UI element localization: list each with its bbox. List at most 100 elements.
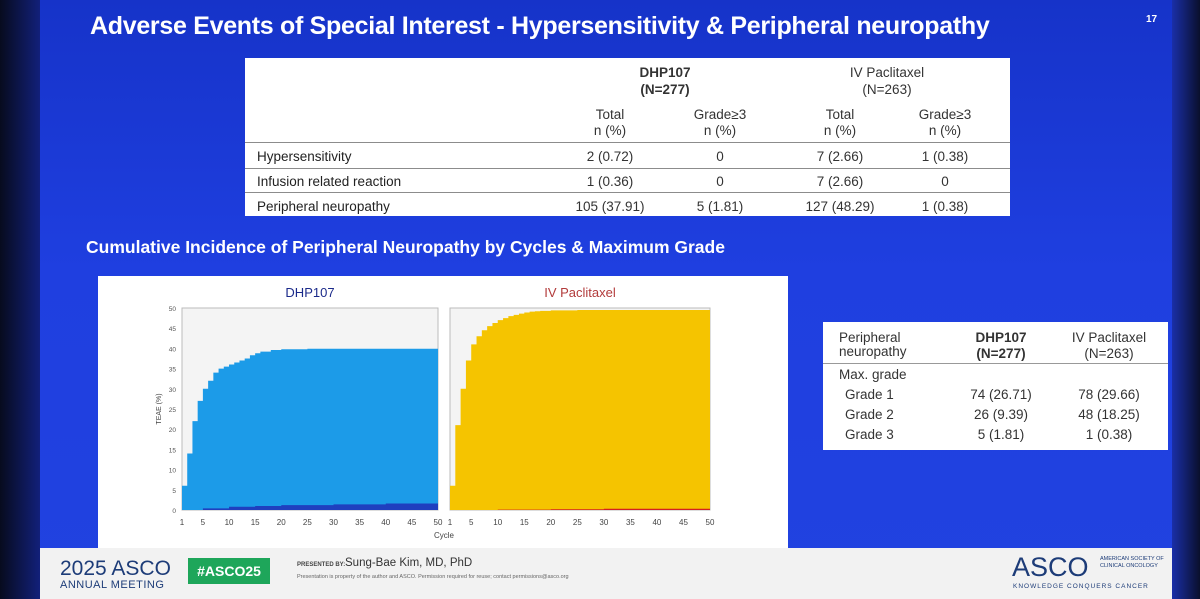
y-tick-label: 30: [169, 387, 177, 394]
x-tick-label: 15: [251, 518, 260, 527]
table-cell: 0: [716, 174, 724, 189]
series-area-grade3: [450, 508, 710, 510]
pn-header-iv-paclitaxel: IV Paclitaxel: [1071, 330, 1147, 345]
col-unit-iv-grade3: n (%): [928, 123, 962, 138]
x-tick-label: 1: [448, 518, 453, 527]
table-cell: 105 (37.91): [575, 199, 645, 214]
pn-header-dhp107-n: (N=277): [976, 346, 1026, 361]
col-header-dhp-grade3: Grade≥3: [693, 107, 747, 122]
row-label-hypersensitivity: Hypersensitivity: [257, 149, 352, 164]
table-cell: 5 (1.81): [696, 199, 744, 214]
table-cell: 26 (9.39): [973, 407, 1029, 422]
table-divider: [245, 192, 1010, 193]
adverse-events-table: DHP107 (N=277) IV Paclitaxel (N=263) Tot…: [245, 58, 1010, 216]
y-tick-label: 45: [169, 326, 177, 333]
pn-section-label: Max. grade: [839, 367, 907, 382]
x-tick-label: 40: [381, 518, 390, 527]
x-tick-label: 1: [180, 518, 185, 527]
row-label-peripheral-neuropathy: Peripheral neuropathy: [257, 199, 390, 214]
x-tick-label: 15: [520, 518, 529, 527]
max-grade-table: Peripheral neuropathy DHP107 (N=277) IV …: [823, 322, 1168, 450]
y-tick-label: 10: [169, 468, 177, 475]
x-tick-label: 5: [201, 518, 206, 527]
x-tick-label: 5: [469, 518, 474, 527]
presenter-name: Sung-Bae Kim, MD, PhD: [345, 557, 473, 569]
pn-row-label: Grade 3: [845, 427, 894, 442]
table-cell: 78 (29.66): [1078, 387, 1140, 402]
y-tick-label: 5: [172, 488, 176, 495]
presented-by-label: PRESENTED BY:: [297, 562, 346, 568]
x-tick-label: 50: [434, 518, 443, 527]
group-n-dhp107: (N=277): [640, 82, 690, 97]
table-cell: 1 (0.38): [921, 199, 969, 214]
row-label-infusion-reaction: Infusion related reaction: [257, 174, 402, 189]
col-header-iv-grade3: Grade≥3: [918, 107, 972, 122]
x-tick-label: 45: [407, 518, 416, 527]
col-header-dhp-total: Total: [595, 107, 625, 122]
table-divider: [245, 142, 1010, 143]
table-divider: [245, 168, 1010, 169]
disclaimer-text: Presentation is property of the author a…: [297, 574, 569, 580]
x-tick-label: 35: [355, 518, 364, 527]
slide-title: Adverse Events of Special Interest - Hyp…: [90, 12, 990, 40]
table-cell: 0: [716, 149, 724, 164]
table-cell: 1 (0.38): [1085, 427, 1133, 442]
x-tick-label: 10: [225, 518, 234, 527]
y-tick-label: 50: [169, 306, 177, 313]
meeting-logo-annual: ANNUAL MEETING: [60, 579, 165, 591]
pn-row-label: Grade 2: [845, 407, 894, 422]
x-tick-label: 40: [652, 518, 661, 527]
col-unit-dhp-total: n (%): [593, 123, 627, 138]
y-tick-label: 20: [169, 427, 177, 434]
pn-header-label-line1: Peripheral: [839, 330, 901, 345]
x-tick-label: 25: [303, 518, 312, 527]
x-tick-label: 30: [599, 518, 608, 527]
table-cell: 127 (48.29): [805, 199, 875, 214]
table-cell: 7 (2.66): [816, 174, 864, 189]
x-tick-label: 30: [329, 518, 338, 527]
pn-header-dhp107: DHP107: [975, 330, 1027, 345]
asco-society-name: AMERICAN SOCIETY OF CLINICAL ONCOLOGY: [1100, 556, 1164, 569]
x-tick-label: 50: [706, 518, 715, 527]
x-tick-label: 45: [679, 518, 688, 527]
x-tick-label: 20: [277, 518, 286, 527]
series-area-grade3: [182, 502, 438, 510]
asco-logo: ASCO: [1012, 552, 1089, 582]
table-cell: 7 (2.66): [816, 149, 864, 164]
pn-row-label: Grade 1: [845, 387, 894, 402]
group-header-dhp107: DHP107: [639, 65, 691, 80]
x-tick-label: 10: [493, 518, 502, 527]
slide-number: 17: [1146, 14, 1158, 25]
x-tick-label: 20: [546, 518, 555, 527]
x-tick-label: 35: [626, 518, 635, 527]
meeting-logo-year: 2025 ASCO: [60, 557, 171, 580]
x-axis-label: Cycle: [434, 531, 455, 540]
table-cell: 1 (0.36): [586, 174, 634, 189]
section-subtitle: Cumulative Incidence of Peripheral Neuro…: [86, 237, 725, 257]
y-tick-label: 15: [169, 447, 177, 454]
table-cell: 5 (1.81): [977, 427, 1025, 442]
table-cell: 2 (0.72): [586, 149, 634, 164]
y-tick-label: 0: [172, 508, 176, 515]
table-cell: 1 (0.38): [921, 149, 969, 164]
group-n-iv-paclitaxel: (N=263): [862, 82, 912, 97]
col-unit-iv-total: n (%): [823, 123, 857, 138]
asco-tagline: KNOWLEDGE CONQUERS CANCER: [1013, 583, 1149, 590]
pn-header-iv-paclitaxel-n: (N=263): [1084, 346, 1134, 361]
group-header-iv-paclitaxel: IV Paclitaxel: [849, 65, 925, 80]
pn-header-label-line2: neuropathy: [839, 344, 907, 359]
y-axis-label: TEAE (%): [156, 393, 163, 424]
chart-title: DHP107: [285, 285, 334, 300]
x-tick-label: 25: [573, 518, 582, 527]
col-unit-dhp-grade3: n (%): [703, 123, 737, 138]
y-tick-label: 40: [169, 346, 177, 353]
table-cell: 48 (18.25): [1078, 407, 1140, 422]
screen-edge-right: [1172, 0, 1200, 599]
table-cell: 74 (26.71): [970, 387, 1032, 402]
y-tick-label: 25: [169, 407, 177, 414]
series-area-allgrade: [450, 310, 710, 510]
hashtag-badge: #ASCO25: [188, 558, 270, 584]
y-tick-label: 35: [169, 367, 177, 374]
series-area-allgrade: [182, 348, 438, 510]
